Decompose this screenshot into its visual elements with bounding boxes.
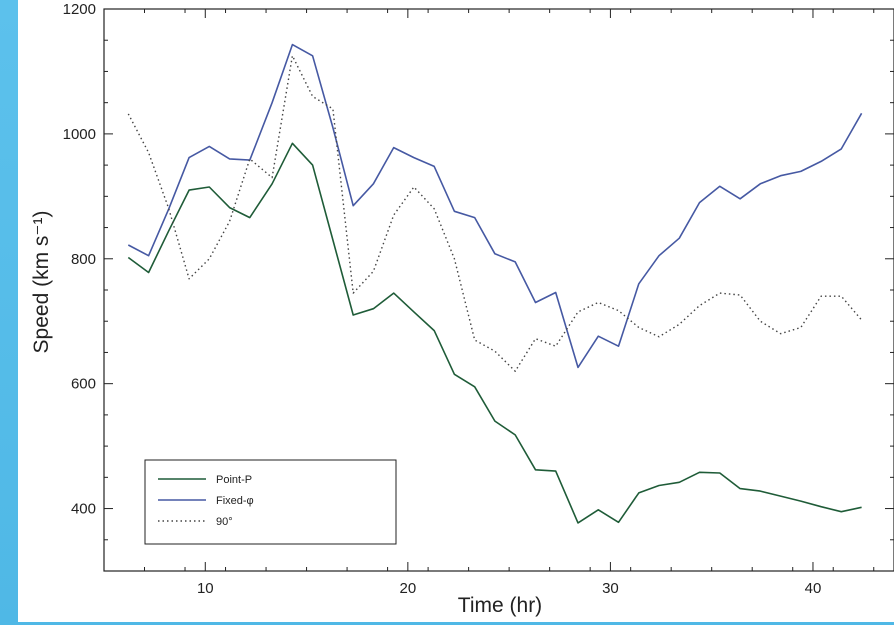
y-axis-title: Speed (km s⁻¹) bbox=[30, 211, 53, 354]
series-line-1 bbox=[127, 43, 863, 369]
x-tick-label: 40 bbox=[805, 580, 822, 597]
x-tick-label: 30 bbox=[602, 580, 619, 597]
y-tick-label: 1200 bbox=[63, 1, 96, 18]
series-line-0 bbox=[127, 142, 862, 524]
x-axis-ticks: 10 20 30 40 bbox=[103, 9, 875, 597]
series-lines bbox=[127, 43, 863, 524]
legend-label: Point-P bbox=[216, 474, 252, 486]
x-tick-label: 10 bbox=[197, 580, 214, 597]
legend-label: 90° bbox=[216, 516, 233, 528]
series-line-2 bbox=[127, 55, 863, 372]
plot-panel: 400 600 800 1000 1200 10 20 30 40 Time (hr) Spe… bbox=[18, 0, 894, 622]
legend-label: Fixed-φ bbox=[216, 495, 254, 507]
y-tick-label: 1000 bbox=[63, 126, 96, 143]
legend-box bbox=[144, 459, 397, 545]
y-tick-label: 800 bbox=[71, 251, 96, 268]
y-tick-label: 600 bbox=[71, 376, 96, 393]
x-axis-title: Time (hr) bbox=[458, 594, 542, 617]
legend: Point-P Fixed-φ 90° bbox=[144, 459, 397, 545]
line-chart: 400 600 800 1000 1200 10 20 30 40 Time (hr) Spe… bbox=[30, 1, 894, 617]
x-tick-label: 20 bbox=[400, 580, 417, 597]
y-axis-ticks: 400 600 800 1000 1200 bbox=[63, 1, 894, 572]
y-tick-label: 400 bbox=[71, 501, 96, 518]
